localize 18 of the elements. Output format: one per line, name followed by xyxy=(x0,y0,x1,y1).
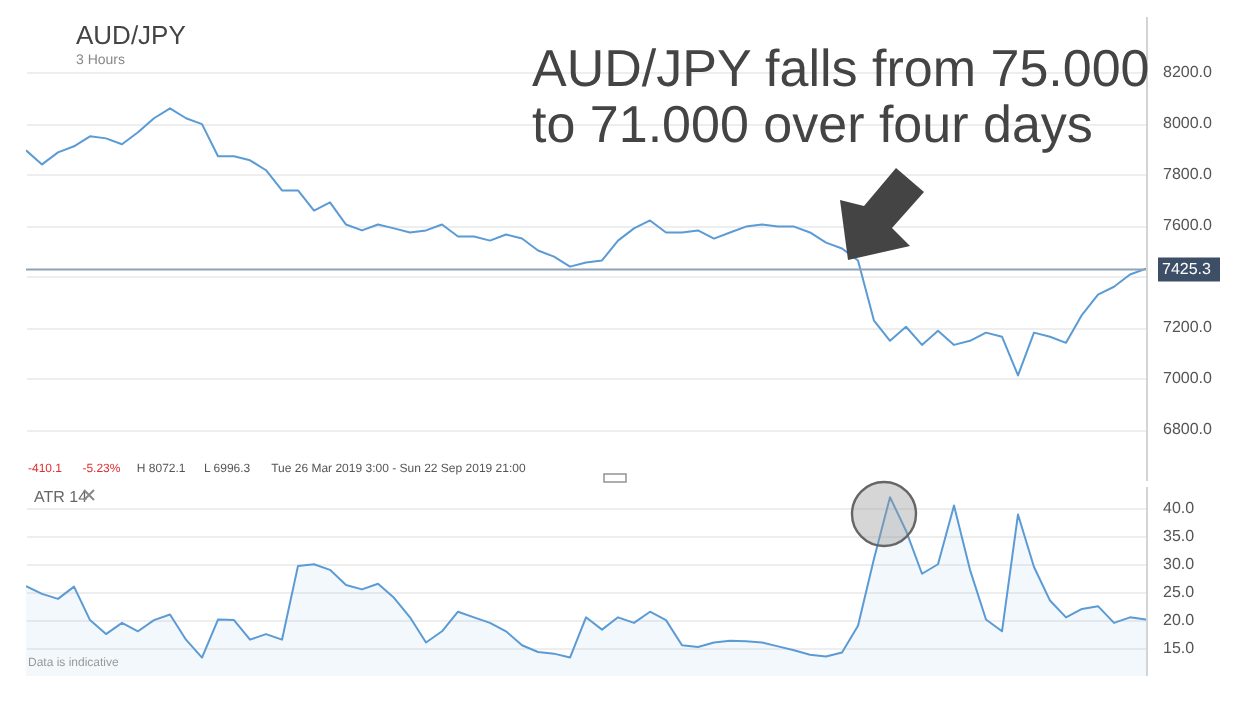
y-tick-label: 7800.0 xyxy=(1163,165,1214,184)
y-tick-label: 7600.0 xyxy=(1163,216,1214,235)
annotation: AUD/JPY falls from 75.000 to 71.000 over four days xyxy=(532,38,1150,154)
y-tick-label: 40.0 xyxy=(1163,499,1196,518)
y-tick-label: 7000.0 xyxy=(1163,369,1214,388)
line-series xyxy=(26,107,1146,377)
y-tick-label: 35.0 xyxy=(1163,527,1196,546)
y-tick-label: 7200.0 xyxy=(1163,318,1214,337)
ref-line-label: 7425.3 xyxy=(1162,259,1213,278)
y-tick-label: 8000.0 xyxy=(1163,114,1214,133)
y-tick-label: 8200.0 xyxy=(1163,63,1214,82)
y-tick-label: 25.0 xyxy=(1163,583,1196,602)
chart-title: ATR 14 xyxy=(34,488,89,506)
y-tick-label: 6800.0 xyxy=(1163,420,1214,439)
y-tick-label: 30.0 xyxy=(1163,555,1196,574)
y-tick-label: 15.0 xyxy=(1163,639,1196,658)
chart-title: AUD/JPY xyxy=(76,20,187,50)
y-tick-label: 20.0 xyxy=(1163,611,1196,630)
